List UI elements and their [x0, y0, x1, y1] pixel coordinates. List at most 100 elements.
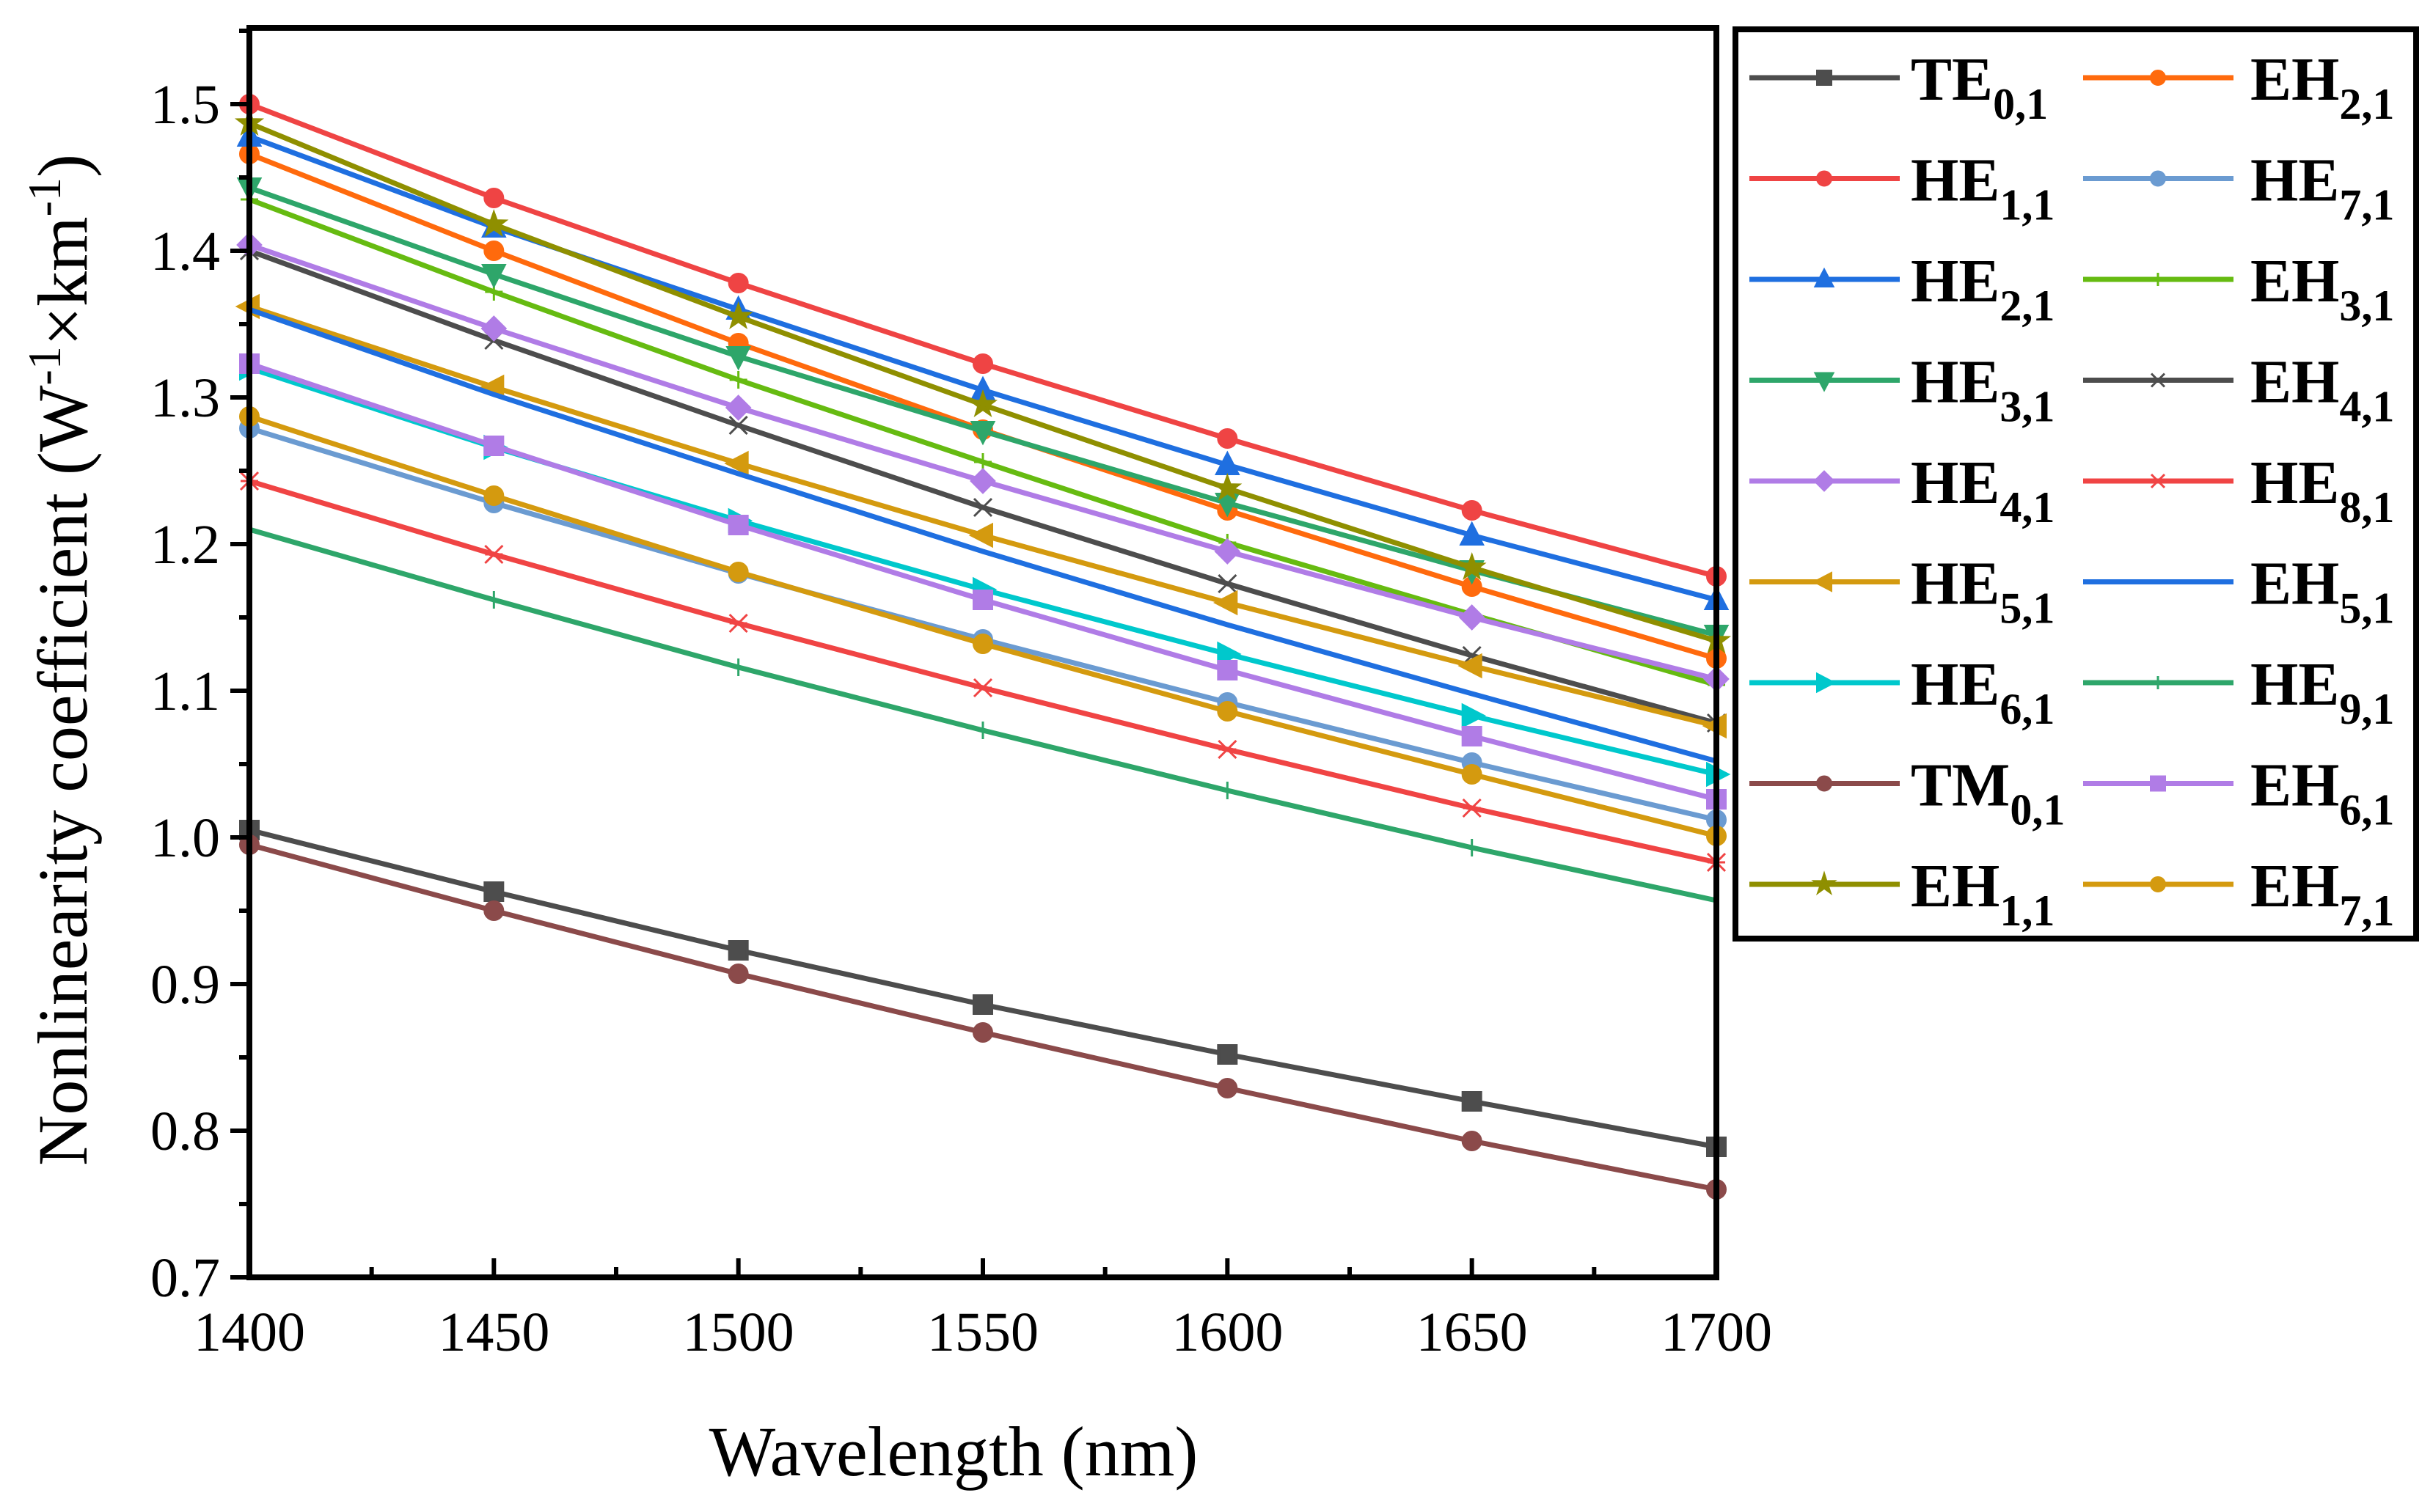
legend-label-subscript: 3,1	[2339, 282, 2394, 330]
y-tick-label: 1.3	[150, 367, 220, 429]
marker-x	[2150, 373, 2166, 388]
series-he4-1	[236, 232, 1730, 692]
legend-label-subscript: 3,1	[2000, 383, 2055, 431]
marker-square	[1217, 660, 1238, 680]
axis-ticks: 1400 1450 1500 1550 1600 1650 1700 0.7 0.8 0.9 1.0…	[150, 29, 1772, 1363]
legend-label-subscript: 1,1	[2000, 181, 2055, 230]
marker-circle	[2150, 170, 2166, 187]
legend-item: HE2,1	[1749, 247, 2055, 330]
legend-label-base: HE	[2250, 449, 2339, 517]
legend-item: EH2,1	[2083, 45, 2394, 128]
marker-triangle-right	[1217, 641, 1242, 667]
legend-item: HE1,1	[1749, 147, 2055, 230]
marker-square	[728, 515, 749, 535]
marker-triangle-left	[724, 450, 749, 477]
marker-circle	[1217, 1078, 1238, 1098]
legend-label: HE2,1	[1911, 247, 2055, 330]
series-line	[248, 185, 1717, 638]
marker-square	[1461, 1091, 1482, 1112]
marker-triangle-up	[1813, 267, 1835, 287]
marker-plus	[2151, 273, 2165, 286]
marker-asterisk	[1218, 739, 1237, 760]
marker-asterisk	[1462, 798, 1482, 818]
marker-asterisk	[2150, 473, 2166, 489]
legend-label: HE3,1	[1911, 348, 2055, 431]
marker-circle	[973, 1022, 993, 1043]
legend-label: EH4,1	[2250, 348, 2394, 431]
marker-asterisk	[484, 544, 504, 565]
x-tick-label: 1400	[194, 1302, 305, 1363]
marker-circle	[483, 900, 505, 921]
y-axis-label-end: )	[23, 154, 102, 177]
marker-triangle-left	[968, 522, 993, 548]
legend-item: HE9,1	[2083, 650, 2394, 733]
legend-label-base: TE	[1911, 45, 1993, 114]
marker-circle	[1816, 170, 1832, 187]
legend-label: TM0,1	[1911, 752, 2065, 834]
legend-label-base: HE	[1911, 348, 2000, 416]
legend-label-base: TM	[1911, 752, 2010, 820]
marker-circle	[1461, 1131, 1482, 1151]
y-tick-label: 1.0	[150, 807, 220, 869]
legend-item: HE3,1	[1749, 348, 2055, 431]
marker-circle	[483, 241, 505, 261]
legend-label-subscript: 6,1	[2339, 786, 2394, 834]
y-axis-label-main: Nonlinearity coefficient (W	[23, 385, 102, 1166]
y-tick-label: 0.9	[150, 954, 220, 1016]
marker-x	[728, 415, 748, 436]
marker-asterisk	[973, 678, 993, 698]
marker-circle	[1461, 764, 1482, 785]
legend-label-subscript: 4,1	[2339, 383, 2394, 431]
marker-triangle-left	[1812, 571, 1832, 592]
legend-label: HE8,1	[2250, 449, 2394, 532]
marker-square	[2150, 775, 2166, 792]
legend-item: HE5,1	[1749, 550, 2055, 633]
marker-diamond	[725, 394, 752, 421]
y-axis-label: Nonlinearity coefficient (W-1×km-1)	[18, 154, 102, 1166]
legend-item: EH1,1	[1749, 852, 2055, 935]
y-tick-label: 1.2	[150, 514, 220, 576]
marker-star	[1457, 551, 1487, 581]
legend-item: TE0,1	[1749, 45, 2048, 128]
marker-circle	[2150, 876, 2166, 892]
y-axis-label-mid: ×km	[23, 216, 102, 346]
marker-star	[479, 208, 509, 238]
marker-square	[483, 436, 505, 456]
x-tick-label: 1700	[1661, 1302, 1772, 1363]
x-tick-label: 1500	[683, 1302, 794, 1363]
marker-plus	[729, 371, 747, 389]
marker-circle	[2150, 70, 2166, 86]
legend-label-base: HE	[1911, 247, 2000, 315]
legend-label-base: HE	[2250, 650, 2339, 719]
legend-item: TM0,1	[1749, 752, 2065, 834]
legend-label: TE0,1	[1911, 45, 2048, 128]
y-tick-label: 1.4	[150, 221, 220, 282]
marker-star	[723, 301, 753, 330]
marker-triangle-right	[1461, 702, 1487, 729]
marker-circle	[1816, 775, 1832, 792]
marker-triangle-left	[1457, 653, 1482, 679]
legend-label-subscript: 1,1	[2000, 887, 2055, 935]
legend-item: EH6,1	[2083, 752, 2394, 834]
legend-item: EH3,1	[2083, 247, 2394, 330]
marker-square	[1461, 726, 1482, 746]
legend-label-subscript: 0,1	[2010, 786, 2065, 834]
marker-square	[1217, 1044, 1238, 1065]
marker-triangle-down	[1813, 372, 1835, 392]
y-tick-label: 0.8	[150, 1101, 220, 1162]
marker-diamond	[480, 315, 508, 342]
legend-item: HE6,1	[1749, 650, 2055, 733]
legend-label-base: EH	[1911, 852, 2000, 920]
legend-item: HE4,1	[1749, 449, 2055, 532]
legend-label: HE7,1	[2250, 147, 2394, 230]
series-line	[249, 827, 1717, 1150]
legend-label-subscript: 7,1	[2339, 887, 2394, 935]
marker-circle	[1461, 500, 1482, 521]
marker-circle	[1217, 428, 1238, 449]
legend-item: HE7,1	[2083, 147, 2394, 230]
legend-label-subscript: 7,1	[2339, 181, 2394, 230]
marker-triangle-down	[725, 346, 751, 371]
marker-circle	[483, 485, 505, 506]
legend-label-base: EH	[2250, 247, 2339, 315]
